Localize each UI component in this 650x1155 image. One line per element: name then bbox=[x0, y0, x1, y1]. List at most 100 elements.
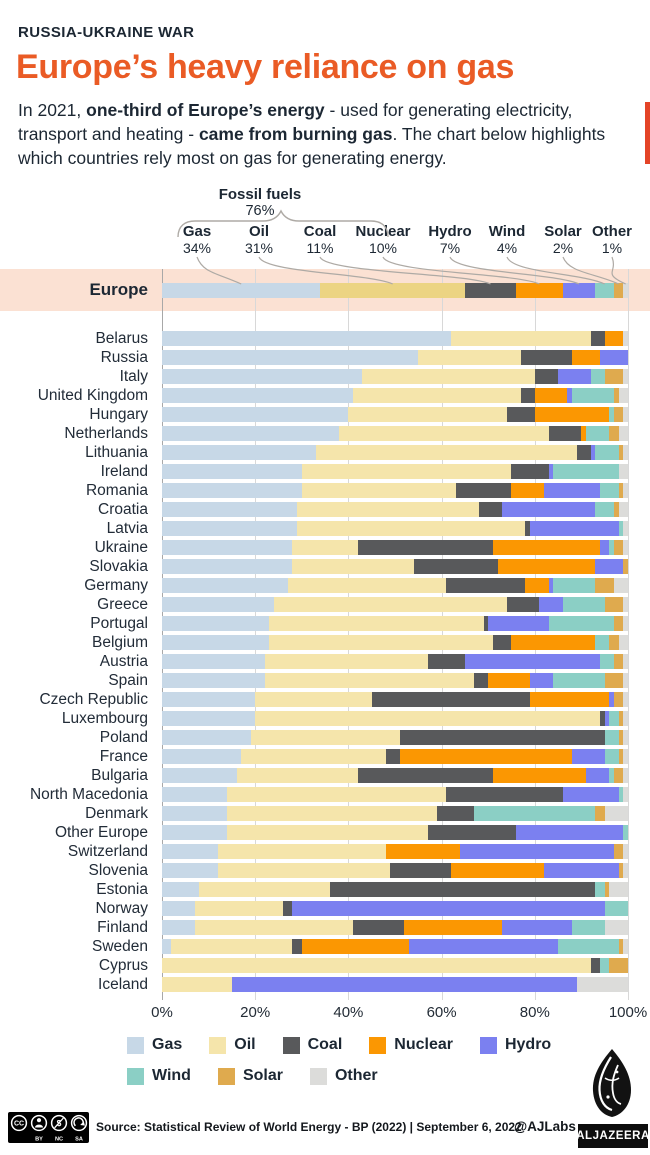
bar-segment-coal bbox=[525, 521, 531, 536]
bar-segment-other bbox=[623, 787, 628, 802]
svg-text:SA: SA bbox=[75, 1136, 83, 1142]
bar-segment-nuclear bbox=[511, 635, 596, 650]
bar-segment-hydro bbox=[609, 692, 614, 707]
bar-segment-solar bbox=[613, 540, 624, 555]
country-bar bbox=[162, 369, 628, 384]
bar-segment-coal bbox=[353, 920, 405, 935]
bar-segment-solar bbox=[604, 597, 624, 612]
bar-segment-gas bbox=[162, 559, 293, 574]
country-label: United Kingdom bbox=[37, 387, 148, 404]
bar-segment-coal bbox=[506, 407, 535, 422]
legend-label: Coal bbox=[307, 1036, 343, 1053]
legend-swatch-wind bbox=[127, 1067, 144, 1085]
bar-segment-nuclear bbox=[492, 540, 600, 555]
bar-segment-nuclear bbox=[572, 350, 601, 365]
bar-segment-coal bbox=[283, 901, 293, 916]
country-row-germany: Germany bbox=[0, 576, 650, 595]
bar-segment-solar bbox=[613, 768, 624, 783]
bar-segment-other bbox=[623, 521, 628, 536]
bar-segment-wind bbox=[609, 711, 619, 726]
country-bar bbox=[162, 388, 628, 403]
country-label: North Macedonia bbox=[29, 786, 148, 803]
bar-segment-hydro bbox=[488, 616, 549, 631]
bar-segment-wind bbox=[595, 635, 610, 650]
country-bar bbox=[162, 445, 628, 460]
country-bar bbox=[162, 426, 628, 441]
gridline-80 bbox=[534, 269, 536, 1000]
country-label: Finland bbox=[97, 919, 148, 936]
legend-label: Hydro bbox=[504, 1036, 552, 1053]
bar-segment-other bbox=[609, 882, 628, 897]
callout-gas: Gas 34% bbox=[182, 223, 212, 256]
bar-segment-wind bbox=[548, 616, 614, 631]
bar-segment-oil bbox=[227, 787, 447, 802]
bar-segment-coal bbox=[520, 350, 573, 365]
legend-item-nuclear: Nuclear bbox=[369, 1036, 453, 1054]
legend: Gas Oil Coal Nuclear Hydro Wind Solar Other bbox=[127, 1036, 551, 1098]
bar-segment-other bbox=[618, 635, 628, 650]
bar-segment-coal bbox=[357, 768, 493, 783]
bar-segment-oil bbox=[315, 445, 577, 460]
legend-swatch-nuclear bbox=[369, 1036, 387, 1054]
bar-segment-other bbox=[623, 597, 628, 612]
bar-segment-coal bbox=[534, 369, 559, 384]
bar-segment-gas bbox=[162, 426, 340, 441]
bar-segment-solar bbox=[595, 806, 605, 821]
bar-segment-hydro bbox=[530, 673, 554, 688]
country-row-cyprus: Cyprus bbox=[0, 956, 650, 975]
bar-segment-hydro bbox=[590, 445, 596, 460]
bar-segment-oil bbox=[194, 920, 354, 935]
country-label: Belgium bbox=[92, 634, 148, 651]
bar-segment-hydro bbox=[544, 483, 600, 498]
country-row-lithuania: Lithuania bbox=[0, 443, 650, 462]
bar-segment-gas bbox=[162, 939, 172, 954]
legend-swatch-oil bbox=[209, 1036, 227, 1054]
bar-segment-hydro bbox=[408, 939, 559, 954]
bar-segment-hydro bbox=[502, 920, 573, 935]
country-label: Estonia bbox=[96, 881, 148, 898]
bar-segment-other bbox=[623, 483, 628, 498]
x-tick-100pct: 100% bbox=[608, 1004, 648, 1021]
bar-segment-oil bbox=[217, 844, 386, 859]
bar-segment-hydro bbox=[502, 502, 596, 517]
bar-segment-other bbox=[623, 331, 628, 346]
ajlabs-handle: @AJLabs bbox=[514, 1119, 576, 1134]
bar-segment-nuclear bbox=[301, 939, 409, 954]
bar-segment-wind bbox=[609, 768, 614, 783]
bar-segment-coal bbox=[511, 464, 549, 479]
bar-segment-wind bbox=[586, 426, 610, 441]
country-label: Spain bbox=[108, 672, 148, 689]
bar-segment-other bbox=[604, 806, 628, 821]
country-label: Cyprus bbox=[98, 957, 148, 974]
bar-segment-nuclear bbox=[399, 749, 573, 764]
bar-segment-oil bbox=[362, 369, 535, 384]
country-bar bbox=[162, 768, 628, 783]
bar-segment-oil bbox=[292, 559, 414, 574]
bar-segment-gas bbox=[162, 901, 195, 916]
bar-segment-coal bbox=[427, 654, 465, 669]
country-bar bbox=[162, 730, 628, 745]
country-row-other-europe: Other Europe bbox=[0, 823, 650, 842]
bar-segment-hydro bbox=[562, 283, 596, 298]
country-bar bbox=[162, 673, 628, 688]
bar-segment-wind bbox=[618, 787, 624, 802]
bar-segment-solar bbox=[613, 407, 624, 422]
bar-segment-coal bbox=[600, 711, 605, 726]
bar-segment-solar bbox=[609, 958, 628, 973]
country-row-iceland: Iceland bbox=[0, 975, 650, 994]
bar-segment-solar bbox=[618, 730, 624, 745]
bar-segment-hydro bbox=[548, 578, 554, 593]
country-label: Austria bbox=[99, 653, 148, 670]
aljazeera-logo: ALJAZEERA bbox=[576, 1124, 649, 1148]
bar-segment-other bbox=[623, 445, 628, 460]
gridline-0 bbox=[162, 269, 163, 1000]
page-title: Europe’s heavy reliance on gas bbox=[16, 48, 515, 86]
legend-item-other: Other bbox=[309, 1067, 378, 1085]
bar-segment-solar bbox=[595, 578, 614, 593]
bar-segment-hydro bbox=[562, 787, 619, 802]
bar-segment-wind bbox=[595, 502, 614, 517]
bar-segment-wind bbox=[595, 283, 614, 298]
bar-segment-oil bbox=[450, 331, 591, 346]
bar-segment-oil bbox=[348, 407, 507, 422]
bar-segment-gas bbox=[162, 540, 293, 555]
